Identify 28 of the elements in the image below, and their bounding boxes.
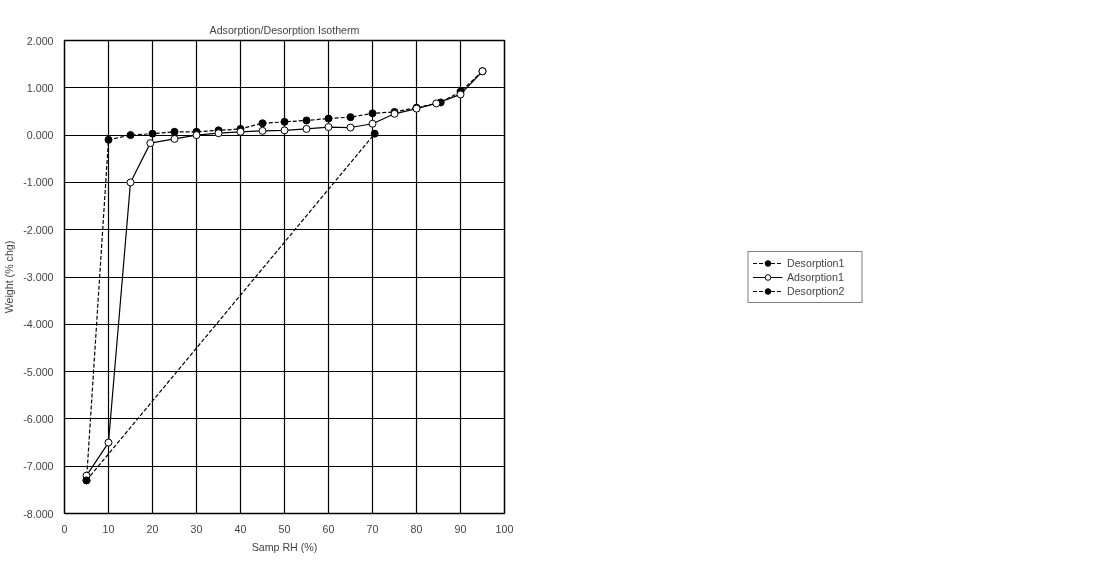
- x-tick-label: 70: [366, 522, 379, 535]
- y-tick-label: 0.000: [26, 129, 54, 142]
- y-tick-label: -8.000: [23, 507, 54, 520]
- y-tick-label: 1.000: [26, 81, 54, 94]
- x-tick-label: 80: [410, 522, 423, 535]
- legend-label: Adsorption1: [787, 269, 845, 284]
- y-tick-label: -3.000: [23, 271, 54, 283]
- x-tick-label: 100: [495, 522, 514, 535]
- x-tick-label: 10: [102, 522, 115, 535]
- x-tick-label: 20: [146, 522, 159, 535]
- y-axis-title: Weight (% chg): [3, 240, 16, 314]
- x-tick-label: 60: [322, 522, 335, 535]
- x-tick-label: 90: [454, 522, 467, 535]
- y-tick-label: -5.000: [23, 365, 54, 378]
- legend-label: Desorption2: [787, 283, 846, 298]
- y-tick-label: -7.000: [23, 460, 54, 473]
- y-tick-label: -1.000: [23, 176, 54, 189]
- legend-label: Desorption1: [787, 255, 846, 270]
- y-tick-label: 2.000: [26, 34, 54, 47]
- x-tick-label: 50: [278, 522, 291, 535]
- chart-title: Adsorption/Desorption Isotherm: [209, 23, 360, 36]
- y-tick-label: -2.000: [23, 223, 54, 236]
- x-axis-title: Samp RH (%): [251, 540, 318, 553]
- y-tick-label: -4.000: [23, 318, 54, 331]
- x-tick-label: 40: [234, 522, 247, 535]
- x-tick-label: 30: [190, 522, 203, 535]
- x-tick-label: 0: [61, 522, 68, 535]
- y-tick-label: -6.000: [23, 412, 54, 425]
